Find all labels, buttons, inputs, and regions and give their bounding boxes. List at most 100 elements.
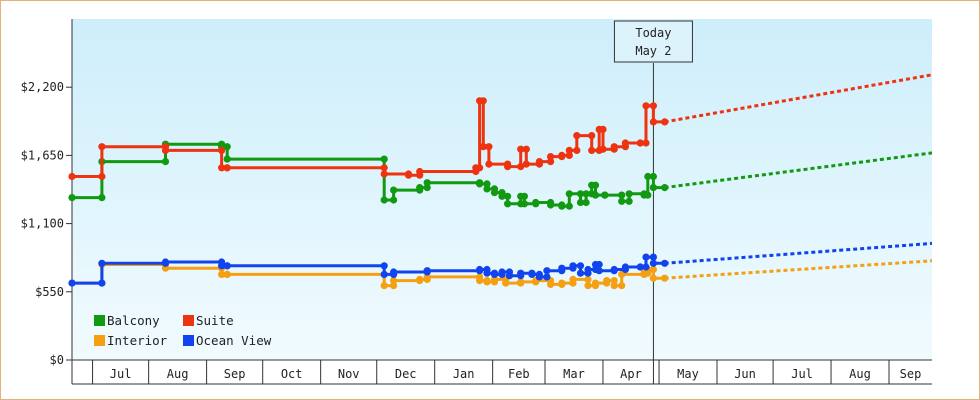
data-point [161, 258, 170, 266]
projection-line [664, 73, 933, 124]
data-point [490, 189, 499, 197]
data-point [649, 253, 658, 261]
legend-entry: Suite [196, 313, 234, 328]
data-point [573, 132, 581, 140]
data-point [490, 270, 499, 278]
data-point [223, 155, 231, 163]
data-point [644, 172, 652, 181]
x-tick-label: Oct [281, 367, 303, 381]
data-point [618, 282, 626, 290]
data-point [642, 102, 650, 110]
data-point [502, 279, 510, 287]
data-point [476, 277, 484, 285]
data-point [649, 184, 658, 192]
data-point [218, 270, 226, 278]
data-point [380, 262, 388, 270]
data-point [625, 197, 633, 205]
data-point [68, 279, 76, 287]
data-point [98, 143, 106, 151]
data-point [558, 264, 566, 272]
data-point [591, 181, 600, 189]
data-point [223, 164, 231, 172]
data-point [601, 191, 609, 199]
data-point [416, 184, 424, 192]
data-point [98, 194, 106, 202]
data-point [547, 280, 555, 288]
data-point [517, 278, 525, 286]
data-point [591, 279, 600, 287]
x-tick-label: Apr [620, 367, 642, 381]
data-point [547, 158, 555, 166]
data-point [476, 265, 484, 274]
x-tick-label: Jan [453, 367, 475, 381]
data-point [218, 146, 226, 154]
today-label: Today [635, 26, 671, 40]
y-tick-label: $550 [35, 285, 64, 299]
data-point [644, 191, 652, 199]
x-tick-label: Dec [395, 367, 417, 381]
data-point [584, 282, 592, 290]
data-point [483, 269, 491, 277]
legend-swatch [183, 315, 194, 326]
data-point [569, 262, 577, 270]
data-point [380, 270, 388, 278]
data-point [610, 265, 618, 274]
x-tick-label: Feb [508, 367, 530, 381]
data-point [576, 269, 585, 277]
y-tick-label: $0 [50, 353, 64, 367]
data-point [649, 259, 658, 267]
legend-swatch [94, 315, 105, 326]
data-point [380, 164, 388, 172]
data-point [380, 155, 388, 163]
x-tick-label: Sep [224, 367, 246, 381]
data-point [98, 172, 106, 181]
data-point [223, 262, 231, 270]
data-point [599, 145, 607, 153]
data-point [68, 194, 76, 202]
data-point [476, 164, 484, 172]
data-point [223, 270, 231, 278]
data-point [483, 180, 491, 188]
data-point [390, 186, 398, 194]
data-point [642, 263, 650, 271]
data-point [573, 146, 581, 154]
data-point [547, 201, 555, 209]
x-tick-label: Sep [900, 367, 922, 381]
data-point [547, 153, 555, 161]
data-point [565, 151, 573, 159]
x-tick-label: Jun [734, 367, 756, 381]
data-point [618, 270, 626, 278]
x-tick-label: Jul [791, 367, 813, 381]
x-tick-label: May [677, 367, 699, 381]
data-point [504, 163, 512, 171]
series-ocean-view [68, 241, 933, 287]
data-point [610, 277, 618, 285]
data-point [636, 263, 644, 271]
data-point [416, 167, 424, 176]
data-point [649, 102, 658, 110]
data-point [576, 190, 585, 198]
data-point [558, 279, 566, 287]
data-point [522, 160, 530, 168]
data-point [625, 190, 633, 198]
data-point [218, 164, 226, 172]
y-tick-label: $2,200 [21, 80, 64, 94]
data-point [218, 262, 226, 270]
series-balcony [68, 140, 933, 210]
data-point [599, 125, 607, 133]
data-point [498, 192, 506, 200]
data-point [390, 268, 398, 276]
data-point [532, 198, 540, 207]
data-point [595, 260, 603, 269]
data-point [483, 278, 491, 286]
data-point [517, 163, 525, 171]
data-point [649, 172, 658, 181]
data-point [479, 97, 487, 105]
data-point [649, 118, 658, 126]
x-tick-label: Nov [338, 367, 360, 381]
data-point [161, 158, 170, 166]
legend: Balcony Suite Interior Ocean View [94, 313, 272, 348]
y-tick-label: $1,650 [21, 148, 64, 162]
data-point [423, 267, 431, 275]
